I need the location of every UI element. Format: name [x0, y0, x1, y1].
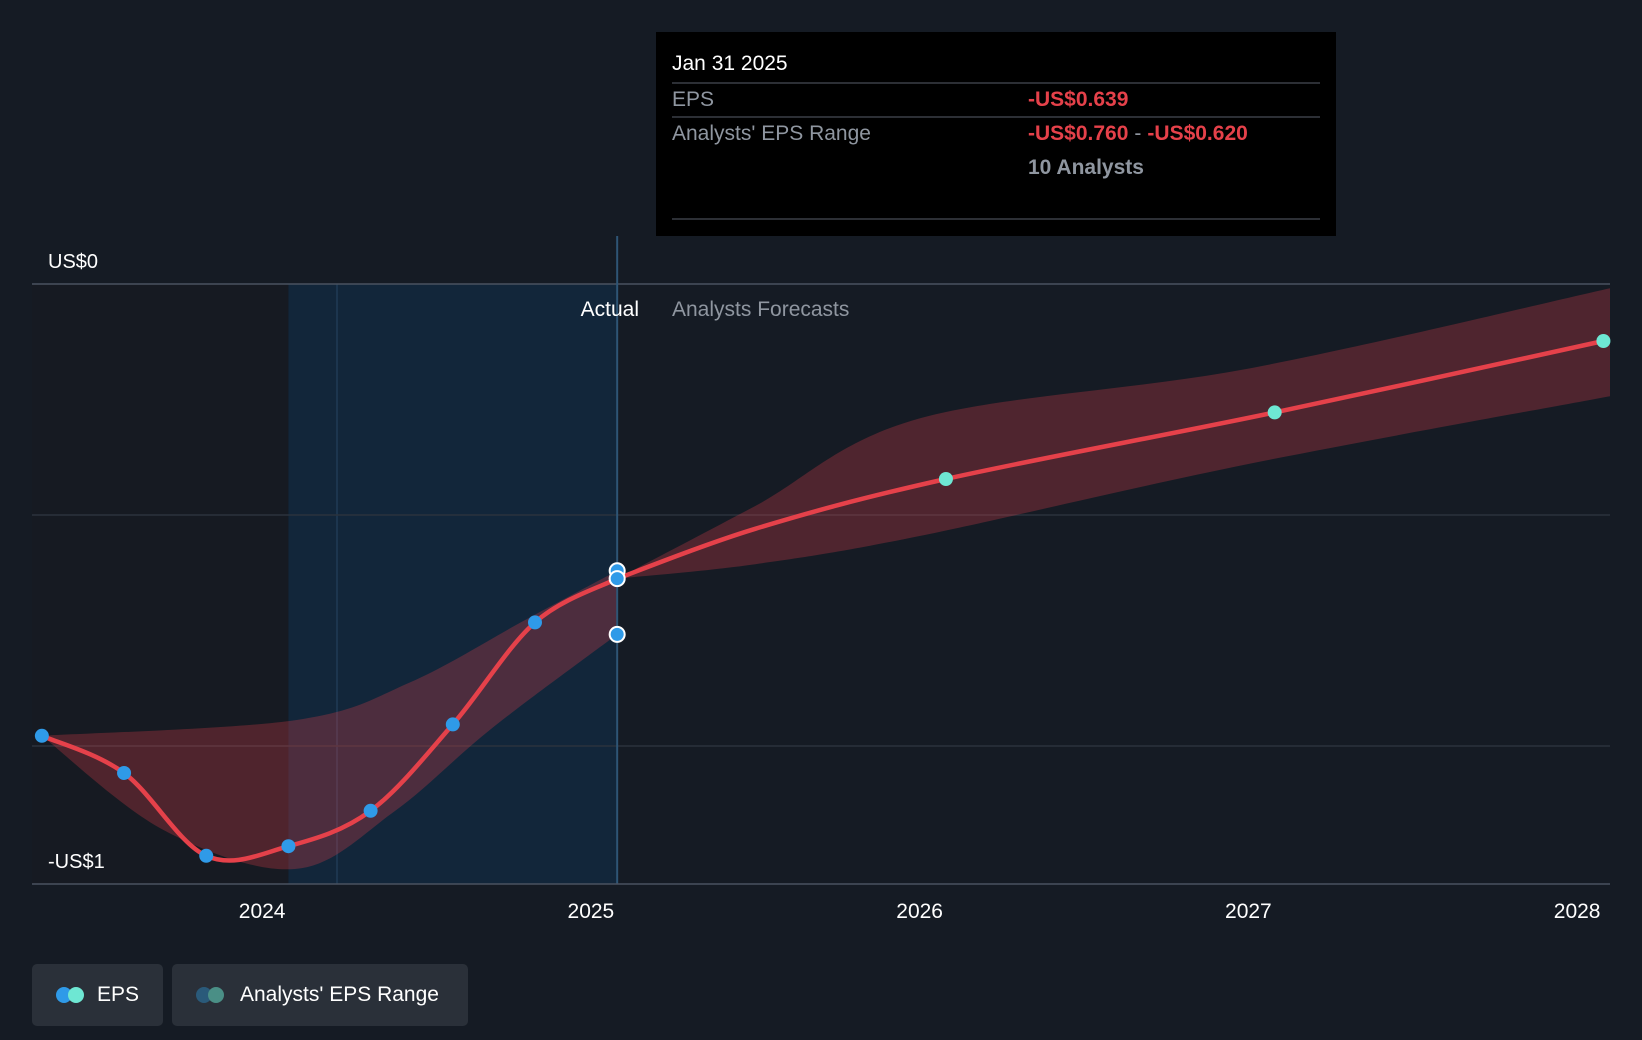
eps-actual-point-4[interactable] — [363, 803, 378, 818]
tooltip-range-high: -US$0.620 — [1147, 122, 1247, 145]
eps-actual-point-3[interactable] — [281, 839, 296, 854]
tooltip-eps-value: -US$0.639 — [1028, 88, 1128, 111]
forecast-label: Analysts Forecasts — [672, 298, 849, 321]
eps-actual-point-1[interactable] — [117, 766, 132, 780]
historical-eps-range-band — [41, 570, 618, 870]
tooltip-box — [656, 32, 1336, 236]
tooltip-range-values: -US$0.760- -US$0.620 — [1028, 122, 1248, 145]
legend-range-icon — [196, 987, 228, 1003]
tooltip: Jan 31 2025 EPS -US$0.639 Analysts' EPS … — [656, 32, 1336, 236]
tooltip-range-low: -US$0.760 — [1028, 122, 1128, 145]
eps-actual-line — [39, 576, 620, 863]
legend-eps-label: EPS — [96, 983, 139, 1006]
tooltip-eps-label: EPS — [672, 88, 714, 111]
tooltip-range-label: Analysts' EPS Range — [672, 122, 871, 145]
legend-range-dot-forecast — [208, 987, 224, 1003]
x-tick-label-2028: 2028 — [1554, 900, 1601, 923]
range-marker-1[interactable] — [608, 625, 626, 643]
x-tick-label-2024: 2024 — [239, 900, 286, 923]
eps-actual-point-6[interactable] — [527, 615, 542, 630]
legend-range-button[interactable]: Analysts' EPS Range — [172, 964, 468, 1026]
eps-actual-point-0[interactable] — [34, 728, 49, 743]
x-tick-label-2026: 2026 — [896, 900, 943, 923]
tooltip-date: Jan 31 2025 — [672, 52, 788, 75]
legend-eps-icon — [56, 987, 85, 1003]
eps-forecast-point-4[interactable] — [1596, 334, 1611, 348]
tooltip-range-sep: - — [1134, 122, 1141, 145]
eps-actual-point-2[interactable] — [199, 848, 214, 863]
eps-forecast-line — [614, 338, 1606, 581]
tooltip-analysts: 10 Analysts — [1028, 156, 1144, 179]
eps-selected-point[interactable] — [608, 570, 626, 588]
forecast-eps-range-band — [617, 288, 1610, 579]
actual-region-dark — [32, 284, 337, 884]
y-label-top: US$0 — [48, 251, 98, 273]
actual-label: Actual — [581, 298, 639, 321]
eps-forecast-point-3[interactable] — [1267, 405, 1282, 420]
legend-eps-button[interactable]: EPS — [32, 964, 163, 1026]
x-tick-label-2025: 2025 — [568, 900, 615, 923]
legend-range-label: Analysts' EPS Range — [240, 983, 439, 1006]
y-label-bottom: -US$1 — [48, 851, 105, 873]
x-tick-label-2027: 2027 — [1225, 900, 1272, 923]
eps-forecast-point-2[interactable] — [938, 472, 953, 486]
eps-actual-point-5[interactable] — [445, 717, 460, 732]
legend-eps-dot-forecast — [68, 987, 84, 1003]
actual-region-shade — [288, 284, 618, 884]
